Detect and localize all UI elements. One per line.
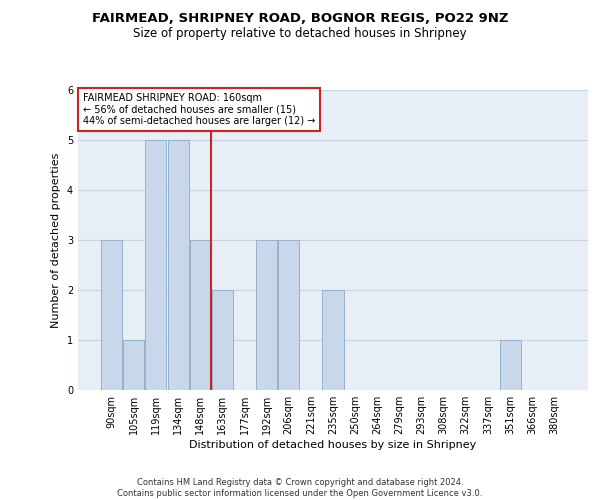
Bar [145,140,166,390]
Text: Contains HM Land Registry data © Crown copyright and database right 2024.
Contai: Contains HM Land Registry data © Crown c… [118,478,482,498]
Bar [124,340,145,390]
Bar [167,140,188,390]
Y-axis label: Number of detached properties: Number of detached properties [52,152,61,328]
X-axis label: Distribution of detached houses by size in Shripney: Distribution of detached houses by size … [190,440,476,450]
Text: FAIRMEAD, SHRIPNEY ROAD, BOGNOR REGIS, PO22 9NZ: FAIRMEAD, SHRIPNEY ROAD, BOGNOR REGIS, P… [92,12,508,26]
Bar [212,290,233,390]
Bar [101,240,122,390]
Bar [500,340,521,390]
Bar [322,290,344,390]
Bar [278,240,299,390]
Text: Size of property relative to detached houses in Shripney: Size of property relative to detached ho… [133,28,467,40]
Bar [190,240,211,390]
Bar [256,240,277,390]
Text: FAIRMEAD SHRIPNEY ROAD: 160sqm
← 56% of detached houses are smaller (15)
44% of : FAIRMEAD SHRIPNEY ROAD: 160sqm ← 56% of … [83,93,316,126]
